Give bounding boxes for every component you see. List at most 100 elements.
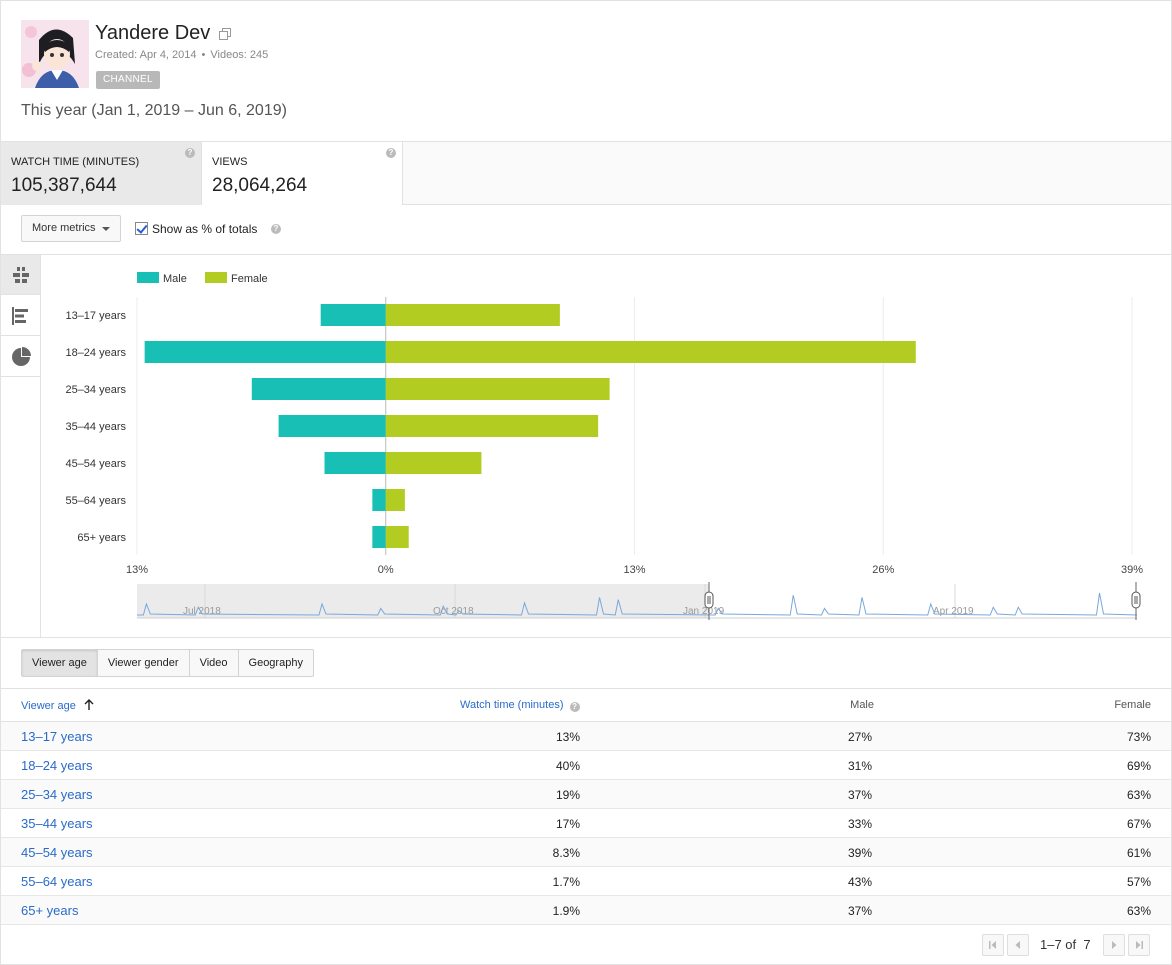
bar-male: [251, 378, 386, 400]
channel-videos: Videos: 245: [210, 49, 269, 61]
row-age-link[interactable]: 25–34 years: [21, 787, 93, 802]
channel-badge: CHANNEL: [96, 71, 160, 89]
bar-female: [385, 415, 599, 437]
chart-type-grouped-bar[interactable]: [1, 255, 40, 295]
chart-type-pie[interactable]: [1, 337, 40, 377]
category-label: 25–34 years: [65, 384, 126, 396]
row-watch-time: 40%: [555, 759, 580, 773]
timeline-label: Apr 2019: [933, 606, 974, 617]
help-icon[interactable]: ?: [569, 702, 580, 712]
x-tick-label: 13%: [126, 564, 148, 576]
legend-swatch: [205, 272, 227, 283]
caret-down-icon: [102, 227, 110, 231]
col-header-watch-label: Watch time (minutes): [460, 699, 564, 711]
table-row: 13–17 years 13% 27% 73%: [1, 722, 1171, 751]
category-label: 55–64 years: [65, 495, 126, 507]
channel-meta: Created: Apr 4, 2014 • Videos: 245: [95, 49, 268, 61]
row-watch-time: 1.9%: [552, 904, 580, 918]
metric-tab-views[interactable]: VIEWS 28,064,264 ?: [202, 142, 403, 205]
x-tick-label: 13%: [623, 564, 645, 576]
help-icon[interactable]: ?: [386, 148, 396, 158]
page-total: 7: [1083, 937, 1091, 952]
horizontal-bar-icon: [12, 307, 28, 325]
row-age-link[interactable]: 55–64 years: [21, 874, 93, 889]
next-page-icon: [1112, 941, 1117, 949]
table-row: 35–44 years 17% 33% 67%: [1, 809, 1171, 838]
table-body: 13–17 years 13% 27% 73% 18–24 years 40% 31% 69%…: [1, 722, 1171, 925]
x-tick-label: 0%: [378, 564, 394, 576]
row-age-link[interactable]: 13–17 years: [21, 729, 93, 744]
row-watch-time: 8.3%: [552, 846, 580, 860]
bar-female: [385, 526, 409, 548]
timeline-label: Jul 2018: [183, 606, 221, 617]
external-link-icon[interactable]: [219, 27, 231, 40]
legend-label: Male: [163, 273, 187, 285]
show-pct-checkbox[interactable]: [135, 222, 148, 235]
bar-male: [372, 526, 386, 548]
category-label: 13–17 years: [65, 310, 126, 322]
row-watch-time: 13%: [555, 730, 580, 744]
timeline-selected: [709, 584, 1137, 618]
bar-male: [372, 489, 386, 511]
next-page-button[interactable]: [1103, 934, 1125, 956]
row-male: 31%: [847, 759, 872, 773]
date-range[interactable]: This year (Jan 1, 2019 – Jun 6, 2019): [21, 102, 287, 119]
metric-value: 105,387,644: [11, 175, 117, 196]
col-header-male: Male: [850, 699, 874, 711]
table-row: 55–64 years 1.7% 43% 57%: [1, 867, 1171, 896]
chart-type-horizontal-bar[interactable]: [1, 296, 40, 336]
help-icon[interactable]: ?: [271, 224, 281, 234]
row-age-link[interactable]: 45–54 years: [21, 845, 93, 860]
metric-label: WATCH TIME (MINUTES): [11, 156, 140, 168]
row-female: 73%: [1126, 730, 1151, 744]
more-metrics-label: More metrics: [32, 222, 96, 234]
first-page-button[interactable]: [982, 934, 1004, 956]
tab-geography[interactable]: Geography: [238, 649, 314, 677]
row-watch-time: 1.7%: [552, 875, 580, 889]
row-age-link[interactable]: 35–44 years: [21, 816, 93, 831]
data-table: Viewer age Watch time (minutes) ? Male F…: [1, 688, 1171, 925]
category-label: 65+ years: [77, 532, 126, 544]
row-female: 61%: [1126, 846, 1151, 860]
pie-chart-icon: [12, 347, 31, 366]
metric-value: 28,064,264: [212, 175, 308, 196]
row-female: 67%: [1126, 817, 1151, 831]
more-metrics-button[interactable]: More metrics: [21, 215, 121, 242]
col-header-watch-time[interactable]: Watch time (minutes) ?: [460, 699, 580, 712]
metric-tab-watch-time[interactable]: WATCH TIME (MINUTES) 105,387,644 ?: [1, 142, 202, 205]
first-page-icon: [989, 941, 996, 949]
row-female: 57%: [1126, 875, 1151, 889]
category-label: 45–54 years: [65, 458, 126, 470]
last-page-button[interactable]: [1128, 934, 1150, 956]
bar-female: [385, 489, 405, 511]
row-female: 63%: [1126, 904, 1151, 918]
chart-panel: Male Female 13–17 years 18–24 years 25–34 ye…: [1, 254, 1171, 638]
prev-page-icon: [1015, 941, 1020, 949]
bar-female: [385, 452, 482, 474]
demographics-chart: Male Female 13–17 years 18–24 years 25–34 ye…: [65, 272, 1143, 620]
row-age-link[interactable]: 18–24 years: [21, 758, 93, 773]
tab-viewer-gender[interactable]: Viewer gender: [97, 649, 190, 677]
x-tick-label: 39%: [1121, 564, 1143, 576]
col-header-female: Female: [1114, 699, 1151, 711]
show-pct-label[interactable]: Show as % of totals: [152, 222, 258, 236]
legend-swatch: [137, 272, 159, 283]
row-male: 39%: [847, 846, 872, 860]
tab-video[interactable]: Video: [189, 649, 239, 677]
row-male: 37%: [847, 904, 872, 918]
table-row: 45–54 years 8.3% 39% 61%: [1, 838, 1171, 867]
row-female: 63%: [1126, 788, 1151, 802]
channel-avatar: [21, 20, 89, 88]
metric-tabs: WATCH TIME (MINUTES) 105,387,644 ? VIEWS…: [1, 141, 1171, 205]
col-header-age[interactable]: Viewer age: [21, 699, 94, 712]
prev-page-button[interactable]: [1007, 934, 1029, 956]
tab-viewer-age[interactable]: Viewer age: [21, 649, 98, 677]
row-male: 43%: [847, 875, 872, 889]
row-male: 27%: [847, 730, 872, 744]
category-label: 18–24 years: [65, 347, 126, 359]
timeline-label: Jan 2019: [683, 606, 725, 617]
help-icon[interactable]: ?: [185, 148, 195, 158]
bar-female: [385, 378, 610, 400]
row-age-link[interactable]: 65+ years: [21, 903, 79, 918]
row-male: 33%: [847, 817, 872, 831]
